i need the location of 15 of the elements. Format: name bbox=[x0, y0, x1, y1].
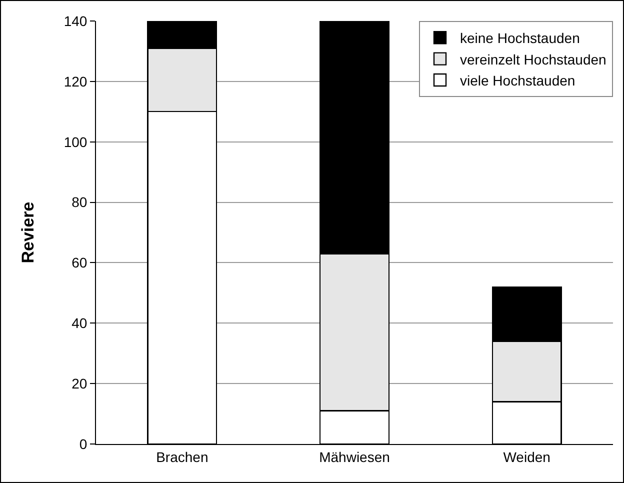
y-tick-label: 60 bbox=[72, 254, 88, 271]
y-axis-title: Reviere bbox=[18, 202, 38, 264]
y-tick-label: 120 bbox=[64, 73, 88, 90]
x-tick-label: Weiden bbox=[503, 448, 550, 465]
legend-label: viele Hochstauden bbox=[460, 72, 576, 88]
legend-label: vereinzelt Hochstauden bbox=[460, 51, 606, 68]
y-tick-label: 40 bbox=[72, 315, 88, 332]
y-tick-label: 0 bbox=[79, 436, 88, 452]
legend-label: keine Hochstauden bbox=[460, 30, 580, 46]
y-tick-label: 100 bbox=[64, 134, 88, 150]
y-tick-label: 80 bbox=[72, 194, 88, 210]
x-tick-label: Brachen bbox=[156, 448, 208, 465]
x-tick-label: Mähwiesen bbox=[319, 448, 390, 465]
y-tick-label: 140 bbox=[64, 12, 88, 29]
y-tick-label: 20 bbox=[72, 375, 88, 392]
